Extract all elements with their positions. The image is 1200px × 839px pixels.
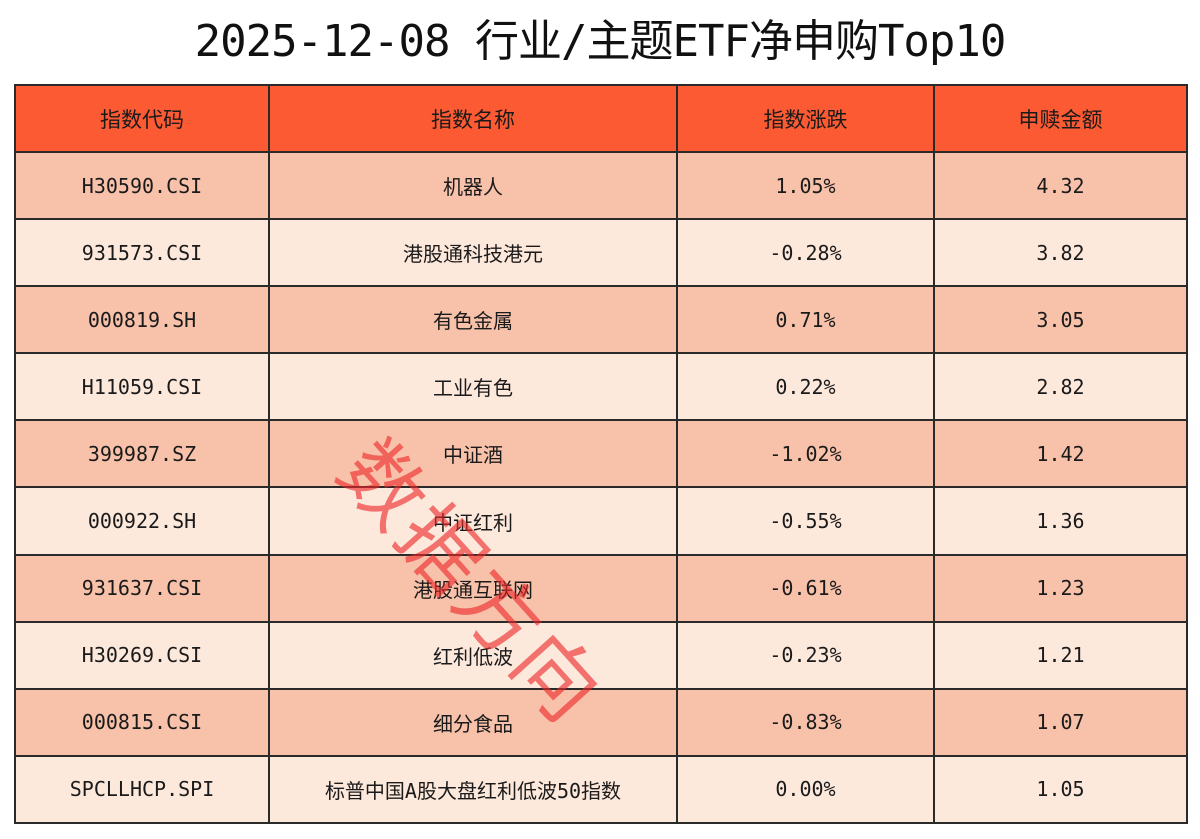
cell-flow-amount: 1.36 [933,486,1188,556]
cell-index-name: 港股通互联网 [268,553,678,623]
cell-index-code: H30269.CSI [14,620,270,690]
cell-index-change: -0.55% [676,486,935,556]
cell-index-code: 931637.CSI [14,553,270,623]
etf-table: 指数代码 指数名称 指数涨跌 申赎金额 H30590.CSI 机器人 1.05%… [14,84,1188,825]
cell-index-name: 工业有色 [268,352,678,422]
table-row: H30590.CSI 机器人 1.05% 4.32 [14,150,1188,221]
cell-index-change: -1.02% [676,419,935,489]
cell-flow-amount: 1.07 [933,687,1188,757]
cell-index-code: 000922.SH [14,486,270,556]
page-title: 2025-12-08 行业/主题ETF净申购Top10 [194,16,1007,67]
cell-index-change: -0.28% [676,218,935,288]
table-row: H11059.CSI 工业有色 0.22% 2.82 [14,352,1188,422]
cell-index-change: -0.83% [676,687,935,757]
cell-index-change: 1.05% [676,150,935,221]
cell-flow-amount: 1.23 [933,553,1188,623]
cell-index-change: 0.71% [676,285,935,355]
cell-index-change: 0.00% [676,754,935,825]
cell-index-code: SPCLLHCP.SPI [14,754,270,825]
cell-index-code: 931573.CSI [14,218,270,288]
cell-flow-amount: 3.82 [933,218,1188,288]
header-index-change: 指数涨跌 [676,84,935,153]
table-row: H30269.CSI 红利低波 -0.23% 1.21 [14,620,1188,690]
cell-index-name: 中证红利 [268,486,678,556]
table-header-row: 指数代码 指数名称 指数涨跌 申赎金额 [14,84,1188,153]
cell-index-name: 港股通科技港元 [268,218,678,288]
table-row: 000922.SH 中证红利 -0.55% 1.36 [14,486,1188,556]
header-index-name: 指数名称 [268,84,678,153]
table-row: 000815.CSI 细分食品 -0.83% 1.07 [14,687,1188,757]
cell-flow-amount: 1.42 [933,419,1188,489]
cell-flow-amount: 3.05 [933,285,1188,355]
cell-index-name: 红利低波 [268,620,678,690]
cell-index-code: 000819.SH [14,285,270,355]
cell-index-code: 399987.SZ [14,419,270,489]
table-row: SPCLLHCP.SPI 标普中国A股大盘红利低波50指数 0.00% 1.05 [14,754,1188,825]
cell-flow-amount: 2.82 [933,352,1188,422]
cell-index-name: 细分食品 [268,687,678,757]
cell-flow-amount: 1.21 [933,620,1188,690]
cell-index-code: 000815.CSI [14,687,270,757]
cell-flow-amount: 4.32 [933,150,1188,221]
header-flow-amount: 申赎金额 [933,84,1188,153]
table-row: 399987.SZ 中证酒 -1.02% 1.42 [14,419,1188,489]
cell-index-change: 0.22% [676,352,935,422]
cell-index-name: 中证酒 [268,419,678,489]
cell-index-name: 机器人 [268,150,678,221]
cell-index-code: H11059.CSI [14,352,270,422]
cell-index-name: 有色金属 [268,285,678,355]
cell-index-change: -0.61% [676,553,935,623]
header-index-code: 指数代码 [14,84,270,153]
cell-index-name: 标普中国A股大盘红利低波50指数 [268,754,678,825]
cell-index-code: H30590.CSI [14,150,270,221]
table-row: 931573.CSI 港股通科技港元 -0.28% 3.82 [14,218,1188,288]
table-row: 931637.CSI 港股通互联网 -0.61% 1.23 [14,553,1188,623]
table-row: 000819.SH 有色金属 0.71% 3.05 [14,285,1188,355]
cell-index-change: -0.23% [676,620,935,690]
cell-flow-amount: 1.05 [933,754,1188,825]
